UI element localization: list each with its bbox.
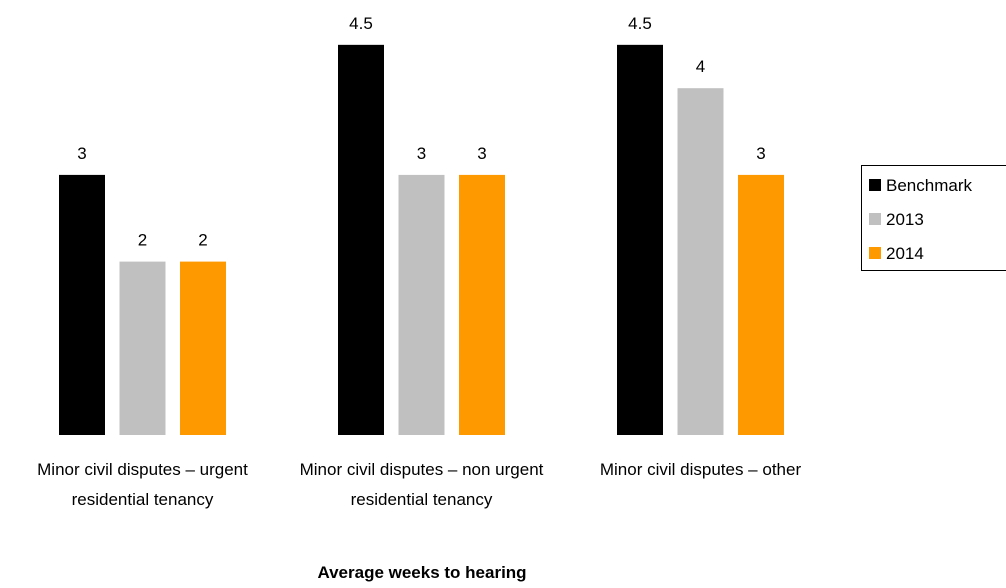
x-tick-label: Minor civil disputes – non urgent reside…	[299, 460, 544, 509]
data-label: 4	[696, 57, 705, 76]
data-label: 3	[756, 144, 765, 163]
bar	[738, 174, 784, 435]
x-tick-label: Minor civil disputes – urgent residentia…	[37, 460, 248, 509]
legend-swatch	[869, 179, 881, 191]
data-label: 3	[417, 144, 426, 163]
x-axis-title: Average weeks to hearing	[317, 563, 527, 582]
data-label: 2	[138, 231, 147, 250]
bar	[459, 174, 505, 435]
bar	[398, 174, 445, 435]
bar	[180, 261, 226, 435]
legend-box	[861, 165, 1006, 271]
bar	[677, 88, 724, 435]
data-label: 3	[477, 144, 486, 163]
data-label: 4.5	[349, 14, 373, 33]
bar	[617, 44, 663, 435]
legend-swatch	[869, 247, 881, 259]
legend-swatch	[869, 213, 881, 225]
data-label: 3	[77, 144, 86, 163]
data-label: 2	[198, 231, 207, 250]
bar	[119, 261, 166, 435]
bar	[338, 44, 384, 435]
legend-label: 2014	[886, 244, 924, 263]
legend-label: 2013	[886, 210, 924, 229]
bar	[59, 174, 105, 435]
legend-label: Benchmark	[886, 176, 972, 195]
x-tick-label: Minor civil disputes – other	[599, 460, 802, 479]
data-label: 4.5	[628, 14, 652, 33]
